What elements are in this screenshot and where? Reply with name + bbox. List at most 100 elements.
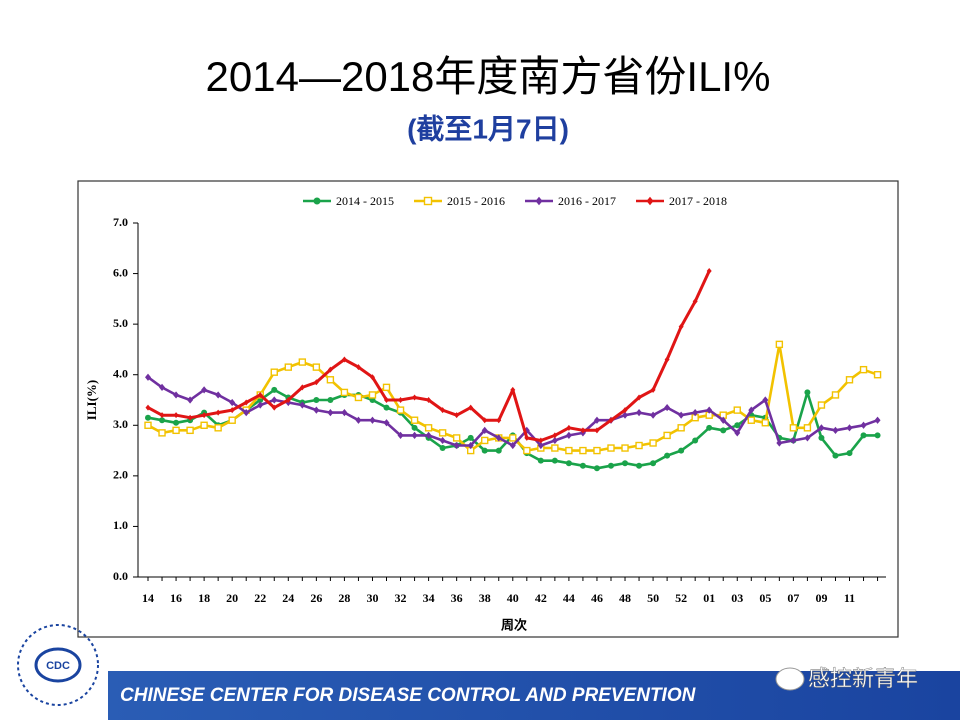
data-point bbox=[369, 374, 375, 381]
data-point bbox=[481, 426, 488, 434]
data-point bbox=[565, 460, 572, 467]
data-point bbox=[271, 404, 277, 411]
data-point bbox=[173, 419, 180, 426]
x-tick-label: 26 bbox=[310, 591, 322, 605]
slide-subtitle: (截至1月7日) bbox=[407, 113, 569, 144]
data-point bbox=[523, 446, 531, 455]
data-point bbox=[299, 401, 306, 409]
logo-ring bbox=[17, 624, 99, 706]
data-point bbox=[229, 407, 235, 414]
data-point bbox=[397, 431, 404, 439]
data-point bbox=[369, 416, 376, 424]
x-tick-label: 07 bbox=[787, 591, 799, 605]
data-point bbox=[678, 323, 684, 330]
data-point bbox=[452, 434, 461, 442]
data-point bbox=[579, 446, 587, 455]
data-point bbox=[326, 376, 335, 384]
data-point bbox=[145, 404, 151, 411]
data-point bbox=[650, 411, 657, 419]
data-point bbox=[313, 406, 320, 414]
legend-label: 2015 - 2016 bbox=[447, 194, 505, 208]
data-point bbox=[706, 424, 713, 431]
data-point bbox=[440, 407, 446, 414]
data-point bbox=[566, 424, 572, 431]
data-point bbox=[172, 426, 180, 435]
y-tick-label: 0.0 bbox=[113, 569, 128, 583]
data-point bbox=[159, 383, 166, 391]
data-point bbox=[706, 268, 712, 275]
data-point bbox=[229, 398, 236, 407]
data-point bbox=[580, 427, 586, 434]
data-point bbox=[173, 412, 179, 419]
data-point bbox=[327, 409, 334, 417]
data-point bbox=[410, 416, 419, 424]
data-point bbox=[622, 407, 628, 414]
x-tick-label: 14 bbox=[142, 591, 154, 605]
data-point bbox=[482, 417, 488, 424]
data-point bbox=[846, 450, 853, 457]
data-point bbox=[228, 416, 236, 424]
data-point bbox=[524, 434, 530, 441]
watermark-text: 感控新青年 bbox=[808, 666, 918, 691]
x-tick-label: 24 bbox=[282, 591, 294, 605]
data-point bbox=[257, 391, 263, 398]
data-point bbox=[454, 412, 460, 419]
x-tick-label: 46 bbox=[591, 591, 603, 605]
legend-label: 2014 - 2015 bbox=[336, 194, 394, 208]
data-point bbox=[411, 431, 418, 439]
x-tick-label: 32 bbox=[395, 591, 407, 605]
y-tick-label: 4.0 bbox=[113, 366, 128, 380]
data-point bbox=[424, 424, 433, 432]
data-point bbox=[551, 457, 558, 464]
data-point bbox=[720, 427, 727, 434]
data-point bbox=[467, 441, 474, 450]
data-point bbox=[467, 434, 474, 441]
data-point bbox=[313, 397, 320, 403]
data-point bbox=[831, 391, 840, 399]
x-tick-label: 44 bbox=[563, 591, 575, 605]
data-point bbox=[495, 447, 502, 454]
data-point bbox=[383, 419, 390, 427]
data-point bbox=[523, 426, 530, 434]
data-point bbox=[845, 376, 854, 384]
legend-label: 2017 - 2018 bbox=[669, 194, 727, 208]
data-point bbox=[859, 365, 868, 374]
data-point bbox=[622, 411, 629, 419]
data-point bbox=[355, 364, 361, 371]
data-point bbox=[594, 427, 600, 434]
data-point bbox=[438, 429, 447, 437]
data-point bbox=[678, 411, 685, 419]
data-point bbox=[818, 434, 825, 441]
data-point bbox=[874, 432, 881, 439]
data-point bbox=[215, 391, 222, 399]
data-point bbox=[551, 444, 559, 452]
data-point bbox=[398, 397, 404, 403]
data-point bbox=[873, 371, 882, 379]
data-point bbox=[439, 436, 446, 445]
data-point bbox=[832, 452, 839, 459]
watermark-icon bbox=[775, 667, 805, 691]
data-point bbox=[593, 446, 601, 455]
data-point bbox=[734, 422, 741, 429]
plot: 0.0 1.0 2.0 3.0 4.0 5.0 6.0 7.0 14 16 18 20 22 24 26 28… bbox=[113, 194, 886, 605]
data-point bbox=[425, 431, 432, 439]
x-tick-label: 42 bbox=[535, 591, 547, 605]
data-point bbox=[271, 396, 278, 404]
data-point bbox=[201, 386, 208, 394]
data-point bbox=[270, 368, 278, 376]
data-point bbox=[355, 416, 362, 424]
data-point bbox=[537, 457, 544, 464]
data-point bbox=[298, 358, 307, 366]
data-point bbox=[860, 432, 867, 439]
data-point bbox=[384, 397, 390, 403]
x-tick-label: 30 bbox=[366, 591, 378, 605]
data-point bbox=[383, 404, 390, 411]
data-point bbox=[187, 414, 193, 421]
x-tick-label: 18 bbox=[198, 591, 210, 605]
data-point bbox=[720, 416, 727, 424]
data-point bbox=[776, 439, 783, 447]
data-point bbox=[664, 356, 670, 363]
data-point bbox=[159, 412, 165, 419]
data-point bbox=[663, 431, 671, 440]
data-point bbox=[832, 426, 839, 434]
